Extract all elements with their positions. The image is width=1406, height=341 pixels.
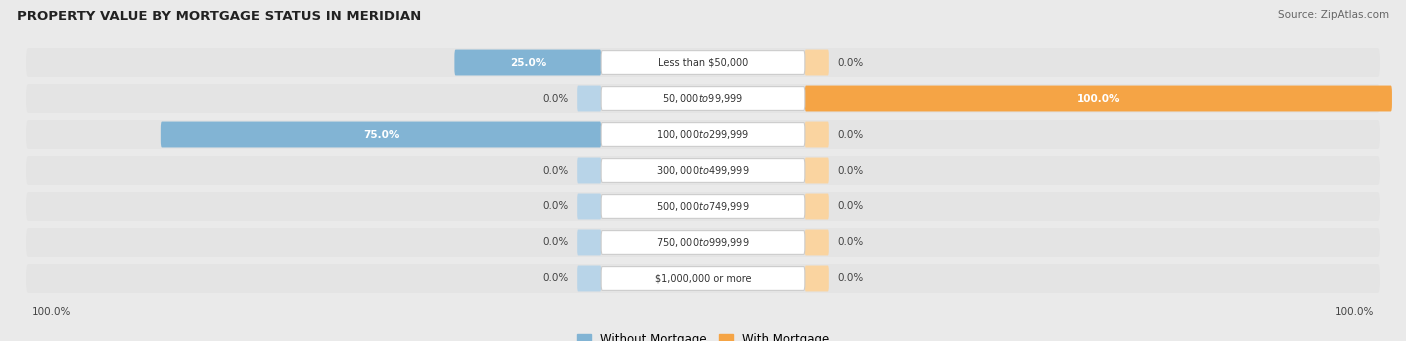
FancyBboxPatch shape	[602, 231, 804, 254]
Text: 0.0%: 0.0%	[838, 130, 865, 139]
FancyBboxPatch shape	[27, 228, 1379, 257]
FancyBboxPatch shape	[602, 267, 804, 291]
FancyBboxPatch shape	[602, 123, 804, 146]
Text: Less than $50,000: Less than $50,000	[658, 58, 748, 68]
Text: 0.0%: 0.0%	[838, 165, 865, 176]
FancyBboxPatch shape	[804, 86, 1392, 112]
Text: 0.0%: 0.0%	[838, 58, 865, 68]
FancyBboxPatch shape	[578, 86, 602, 112]
FancyBboxPatch shape	[27, 264, 1379, 293]
FancyBboxPatch shape	[602, 195, 804, 218]
Text: PROPERTY VALUE BY MORTGAGE STATUS IN MERIDIAN: PROPERTY VALUE BY MORTGAGE STATUS IN MER…	[17, 10, 422, 23]
FancyBboxPatch shape	[578, 194, 602, 220]
Text: 75.0%: 75.0%	[363, 130, 399, 139]
FancyBboxPatch shape	[27, 120, 1379, 149]
Legend: Without Mortgage, With Mortgage: Without Mortgage, With Mortgage	[572, 329, 834, 341]
Text: 0.0%: 0.0%	[541, 165, 568, 176]
FancyBboxPatch shape	[602, 51, 804, 74]
FancyBboxPatch shape	[602, 87, 804, 110]
Text: $1,000,000 or more: $1,000,000 or more	[655, 273, 751, 283]
FancyBboxPatch shape	[804, 49, 828, 75]
Text: 0.0%: 0.0%	[838, 237, 865, 248]
FancyBboxPatch shape	[454, 49, 602, 75]
Text: 25.0%: 25.0%	[509, 58, 546, 68]
Text: 100.0%: 100.0%	[1077, 93, 1121, 104]
Text: $300,000 to $499,999: $300,000 to $499,999	[657, 164, 749, 177]
FancyBboxPatch shape	[578, 266, 602, 292]
Text: $500,000 to $749,999: $500,000 to $749,999	[657, 200, 749, 213]
Text: $50,000 to $99,999: $50,000 to $99,999	[662, 92, 744, 105]
Text: 0.0%: 0.0%	[541, 273, 568, 283]
FancyBboxPatch shape	[27, 48, 1379, 77]
Text: 0.0%: 0.0%	[838, 202, 865, 211]
FancyBboxPatch shape	[27, 192, 1379, 221]
Text: Source: ZipAtlas.com: Source: ZipAtlas.com	[1278, 10, 1389, 20]
Text: 0.0%: 0.0%	[541, 237, 568, 248]
FancyBboxPatch shape	[804, 121, 828, 147]
FancyBboxPatch shape	[804, 229, 828, 255]
FancyBboxPatch shape	[27, 156, 1379, 185]
Text: 0.0%: 0.0%	[838, 273, 865, 283]
Text: 0.0%: 0.0%	[541, 93, 568, 104]
Text: 0.0%: 0.0%	[541, 202, 568, 211]
FancyBboxPatch shape	[160, 121, 602, 147]
FancyBboxPatch shape	[804, 194, 828, 220]
Text: 100.0%: 100.0%	[1334, 307, 1374, 316]
FancyBboxPatch shape	[578, 158, 602, 183]
Text: $750,000 to $999,999: $750,000 to $999,999	[657, 236, 749, 249]
Text: 100.0%: 100.0%	[32, 307, 72, 316]
FancyBboxPatch shape	[578, 229, 602, 255]
FancyBboxPatch shape	[804, 266, 828, 292]
Text: $100,000 to $299,999: $100,000 to $299,999	[657, 128, 749, 141]
FancyBboxPatch shape	[27, 84, 1379, 113]
FancyBboxPatch shape	[804, 158, 828, 183]
FancyBboxPatch shape	[602, 159, 804, 182]
